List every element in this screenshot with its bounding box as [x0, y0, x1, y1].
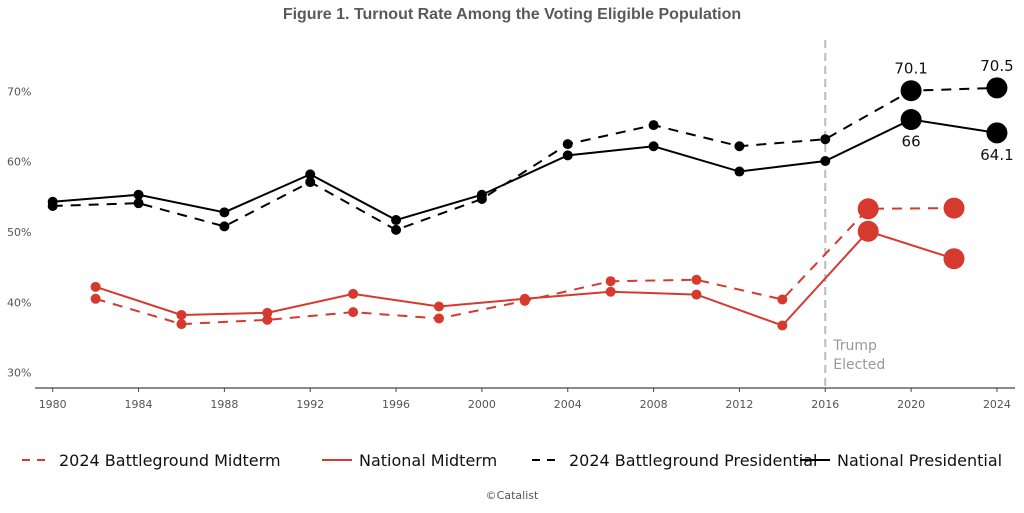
2024-battleground-midterm-point	[857, 198, 879, 220]
legend-label: National Presidential	[837, 451, 1002, 470]
2024-battleground-midterm-point	[777, 294, 788, 305]
2024-battleground-presidential-point	[900, 80, 922, 102]
x-tick-label: 1996	[382, 398, 410, 411]
national-midterm-point	[519, 293, 530, 304]
national-presidential-point	[305, 169, 316, 180]
y-tick-label: 40%	[7, 296, 31, 309]
x-tick-label: 2004	[554, 398, 582, 411]
legend-label: 2024 Battleground Presidential	[569, 451, 817, 470]
x-tick-label: 2008	[640, 398, 668, 411]
national-midterm-point	[90, 281, 101, 292]
national-midterm-point	[262, 307, 273, 318]
data-label: 64.1	[980, 146, 1013, 164]
national-midterm-line	[95, 230, 955, 327]
data-label: 70.1	[894, 60, 927, 78]
x-tick-label: 2024	[983, 398, 1011, 411]
y-tick-label: 50%	[7, 226, 31, 239]
national-midterm-point	[691, 289, 702, 300]
2024-battleground-midterm-point	[943, 197, 965, 219]
x-tick-label: 1980	[39, 398, 67, 411]
legend-label: 2024 Battleground Midterm	[59, 451, 281, 470]
2024-battleground-midterm-point	[262, 314, 273, 325]
trump-elected-label: Trump	[832, 338, 877, 354]
x-tick-label: 1992	[296, 398, 324, 411]
trump-elected-label: Elected	[833, 357, 885, 373]
data-label: 66	[902, 133, 921, 151]
data-label: 70.5	[980, 57, 1013, 75]
2024-battleground-midterm-point	[691, 274, 702, 285]
national-presidential-point	[562, 150, 573, 161]
2024-battleground-midterm-point	[176, 319, 187, 330]
national-presidential-point	[47, 196, 58, 207]
2024-battleground-presidential-point	[391, 224, 402, 235]
x-tick-label: 2000	[468, 398, 496, 411]
national-midterm-point	[857, 220, 879, 242]
2024-battleground-midterm-point	[90, 293, 101, 304]
copyright-footer: ©Catalist	[485, 489, 539, 502]
2024-battleground-presidential-point	[305, 177, 316, 188]
y-tick-label: 60%	[7, 156, 31, 169]
chart-title: Figure 1. Turnout Rate Among the Voting …	[282, 6, 742, 23]
2024-battleground-midterm-point	[605, 276, 616, 287]
2024-battleground-presidential-point	[133, 198, 144, 209]
x-tick-label: 2016	[811, 398, 839, 411]
national-midterm-point	[777, 320, 788, 331]
national-midterm-point	[433, 301, 444, 312]
national-presidential-point	[986, 122, 1008, 144]
y-tick-label: 70%	[7, 85, 31, 98]
national-midterm-point	[943, 248, 965, 270]
x-tick-label: 2020	[897, 398, 925, 411]
national-midterm-point	[176, 309, 187, 320]
national-presidential-point	[900, 109, 922, 131]
2024-battleground-presidential-line	[52, 86, 997, 231]
2024-battleground-presidential-point	[734, 141, 745, 152]
national-presidential-point	[476, 189, 487, 200]
national-presidential-point	[648, 141, 659, 152]
x-tick-label: 1984	[125, 398, 153, 411]
national-presidential-point	[391, 215, 402, 226]
legend-label: National Midterm	[359, 451, 497, 470]
x-tick-label: 1988	[210, 398, 238, 411]
national-midterm-point	[348, 288, 359, 299]
national-presidential-point	[734, 166, 745, 177]
national-presidential-point	[133, 189, 144, 200]
2024-battleground-presidential-point	[219, 221, 230, 232]
2024-battleground-presidential-point	[648, 120, 659, 131]
2024-battleground-presidential-point	[820, 134, 831, 145]
2024-battleground-midterm-point	[433, 313, 444, 324]
national-presidential-point	[219, 207, 230, 218]
2024-battleground-presidential-point	[986, 77, 1008, 99]
2024-battleground-midterm-point	[348, 307, 359, 318]
x-tick-label: 2012	[725, 398, 753, 411]
y-tick-label: 30%	[7, 367, 31, 380]
national-presidential-point	[820, 155, 831, 166]
2024-battleground-presidential-point	[562, 139, 573, 150]
national-presidential-line	[52, 118, 998, 222]
national-midterm-point	[605, 286, 616, 297]
